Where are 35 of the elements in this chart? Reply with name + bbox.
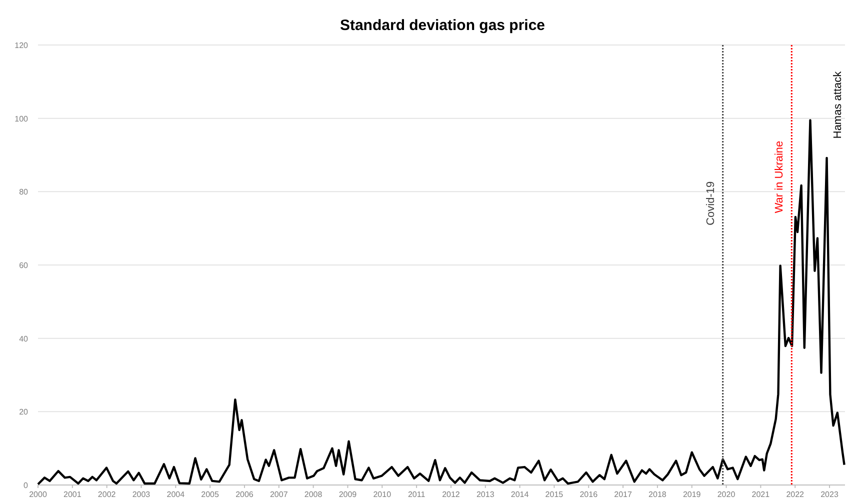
x-tick-label: 2013 — [476, 490, 495, 499]
x-tick-label: 2021 — [752, 490, 770, 499]
x-tick-label: 2015 — [545, 490, 564, 499]
chart-title: Standard deviation gas price — [340, 17, 546, 34]
x-tick-label: 2011 — [408, 490, 426, 499]
x-tick-label: 2008 — [304, 490, 323, 499]
x-tick-label: 2004 — [166, 490, 186, 499]
y-tick-label: 20 — [19, 408, 29, 417]
x-tick-label: 2012 — [442, 490, 460, 499]
x-tick-label: 2016 — [580, 490, 598, 499]
y-tick-label: 100 — [14, 114, 29, 124]
ref-line-label: Covid-19 — [704, 181, 717, 226]
y-tick-label: 40 — [19, 334, 29, 344]
x-tick-label: 2020 — [717, 490, 736, 499]
x-tick-label: 2018 — [648, 490, 667, 499]
x-tick-label: 2019 — [682, 490, 702, 499]
ref-line-label: War in Ukraine — [774, 140, 786, 214]
x-tick-label: 2002 — [98, 490, 116, 499]
y-tick-label: 60 — [19, 261, 29, 270]
x-tick-label: 2005 — [201, 490, 220, 499]
x-tick-label: 2014 — [510, 490, 530, 499]
x-tick-label: 2003 — [132, 490, 151, 499]
x-tick-label: 2023 — [820, 490, 839, 499]
annotation: Hamas attack — [832, 70, 844, 139]
y-tick-label: 120 — [14, 41, 29, 50]
y-tick-label: 0 — [24, 481, 29, 490]
y-tick-label: 80 — [19, 188, 29, 197]
x-tick-label: 2007 — [270, 490, 288, 499]
x-tick-label: 2000 — [29, 490, 48, 499]
x-tick-label: 2009 — [338, 490, 358, 499]
x-tick-label: 2001 — [64, 490, 82, 499]
x-tick-label: 2017 — [614, 490, 632, 499]
x-tick-label: 2010 — [373, 490, 392, 499]
x-tick-label: 2022 — [786, 490, 805, 499]
x-tick-label: 2006 — [236, 490, 254, 499]
